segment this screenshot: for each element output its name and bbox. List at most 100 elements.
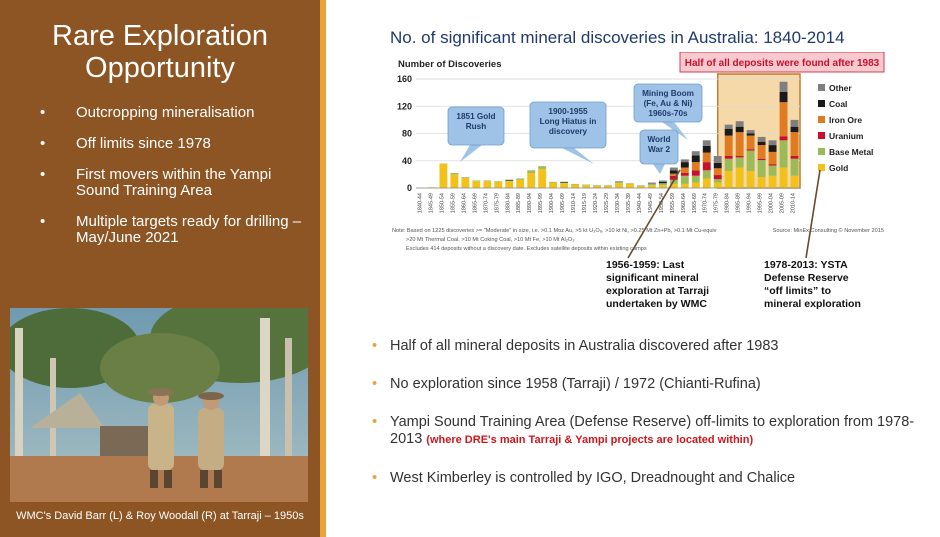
bar-uranium (790, 155, 799, 159)
y-tick-label: 40 (402, 156, 412, 166)
annotation-arrow (627, 169, 681, 259)
left-bullet: First movers within the Yampi Sound Trai… (40, 167, 310, 199)
x-tick-label: 1940-44 (637, 193, 643, 213)
x-tick-label: 1845-49 (428, 193, 434, 213)
legend-entry: Other (829, 83, 852, 93)
y-tick-label: 120 (397, 101, 412, 111)
chart-title: No. of significant mineral discoveries i… (390, 28, 845, 47)
y-tick-label: 0 (407, 183, 412, 193)
chart-note-line: >20 Mt Thermal Coal, >10 Mt Coking Coal,… (406, 237, 575, 243)
bar-other (615, 181, 623, 182)
bar-base-metal (593, 185, 601, 186)
bar-uranium (779, 136, 788, 141)
bar-uranium (702, 162, 711, 171)
x-tick-label: 1995-99 (758, 193, 764, 213)
bar-base-metal (604, 185, 612, 186)
x-tick-label: 1955-59 (670, 193, 676, 213)
chart-source: Source: MinEx Consulting © November 2015 (773, 227, 884, 234)
bar-uranium (669, 175, 678, 180)
bar-uranium (757, 158, 766, 161)
x-tick-label: 1840-44 (417, 193, 423, 213)
bar-coal (713, 162, 722, 169)
bar-gold (439, 163, 448, 188)
x-tick-label: 1870-74 (483, 193, 489, 213)
bar-other (658, 180, 667, 182)
bar-gold (582, 185, 591, 188)
bar-uranium (713, 175, 722, 180)
bar-other (691, 151, 700, 156)
bar-coal (702, 145, 711, 153)
x-tick-label: 1905-09 (560, 193, 566, 213)
bar-base-metal (647, 183, 656, 186)
bar-gold (746, 170, 755, 188)
legend-entry: Coal (829, 99, 847, 109)
callout-label: 1851 Gold Rush (456, 112, 495, 131)
callout-box (447, 106, 505, 146)
bar-coal (790, 126, 799, 133)
legend-entry: Gold (829, 163, 848, 173)
bar-gold (505, 181, 514, 188)
bar-base-metal (702, 170, 711, 179)
bar-iron-ore (702, 152, 711, 163)
bar-uranium (768, 164, 777, 166)
bar-other (647, 182, 656, 184)
y-tick-label: 80 (402, 129, 412, 139)
legend-swatch (818, 100, 825, 107)
bar-iron-ore (735, 132, 744, 156)
bar-gold (494, 181, 503, 188)
bar-base-metal (680, 175, 689, 184)
bar-other (669, 167, 678, 171)
bar-gold (768, 175, 777, 188)
callout-pointer (460, 145, 482, 162)
bar-base-metal (461, 177, 470, 178)
bar-base-metal (636, 185, 645, 186)
legend-swatch (818, 164, 825, 171)
bar-other (724, 124, 733, 129)
annotation-arrow (805, 169, 821, 259)
bar-base-metal (790, 158, 799, 176)
x-tick-label: 1990-94 (747, 193, 753, 213)
legend-entry: Base Metal (829, 147, 873, 157)
left-accent-stripe (320, 0, 326, 537)
left-bullet: Multiple targets ready for drilling – Ma… (40, 214, 310, 246)
bar-gold (549, 182, 558, 188)
y-tick-label: 160 (397, 74, 412, 84)
callout-label: 1900-1955 Long Hiatus in discovery (540, 107, 597, 136)
right-bullet-text: Yampi Sound Training Area (Defense Reser… (390, 414, 915, 447)
bar-other (757, 136, 766, 142)
bar-base-metal (658, 183, 667, 186)
x-tick-label: 1875-79 (494, 193, 500, 213)
x-tick-label: 1900-04 (549, 193, 555, 213)
bar-gold (702, 178, 711, 188)
x-tick-label: 1910-14 (571, 193, 577, 213)
callout-label: Mining Boom (Fe, Au & Ni) 1960s-70s (642, 89, 694, 118)
bar-other (746, 130, 755, 134)
x-tick-label: 1930-34 (615, 193, 621, 213)
legend-entry: Iron Ore (829, 115, 862, 125)
bar-coal (746, 133, 755, 136)
x-tick-label: 1885-89 (516, 193, 522, 213)
bar-uranium (746, 149, 755, 151)
x-tick-label: 1985-89 (736, 193, 742, 213)
bar-base-metal (615, 181, 623, 184)
bar-gold (560, 183, 569, 188)
bar-other (680, 159, 689, 163)
slide-title: Rare Exploration Opportunity (52, 20, 268, 84)
bar-base-metal (494, 181, 503, 182)
bar-iron-ore (790, 132, 799, 156)
highlight-banner-box (679, 52, 885, 73)
x-tick-label: 1915-19 (582, 193, 588, 213)
x-tick-label: 1855-59 (450, 193, 456, 213)
x-tick-label: 1860-64 (461, 193, 467, 213)
right-bullet-text: Half of all mineral deposits in Australi… (390, 338, 779, 354)
bar-base-metal (757, 160, 766, 178)
x-tick-label: 1980-84 (725, 193, 731, 213)
bar-base-metal (538, 166, 547, 169)
x-tick-label: 1935-39 (626, 193, 632, 213)
bar-iron-ore (713, 168, 722, 176)
x-tick-label: 2010-14 (791, 193, 797, 213)
bar-gold (713, 182, 722, 188)
legend-swatch (818, 84, 825, 91)
x-tick-label: 1895-99 (538, 193, 544, 213)
bar-coal (505, 179, 514, 181)
